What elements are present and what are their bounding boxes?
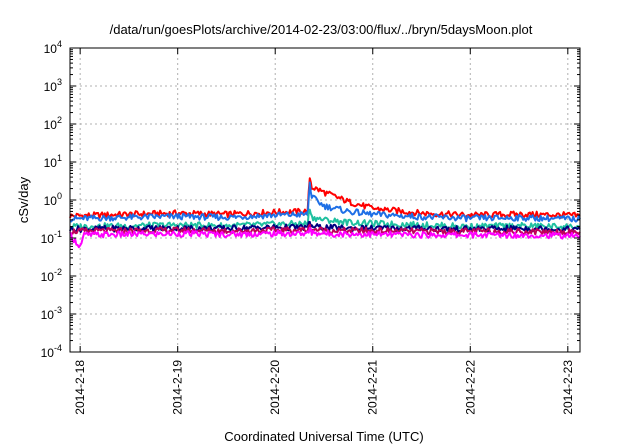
y-tick-base: 10 <box>41 232 55 246</box>
y-tick-exponent: 0 <box>57 191 62 201</box>
y-tick-exponent: 2 <box>57 115 62 125</box>
y-tick-exponent: -4 <box>54 343 62 353</box>
y-tick-exponent: -3 <box>54 305 62 315</box>
y-tick-base: 10 <box>41 346 55 360</box>
y-tick-base: 10 <box>44 118 58 132</box>
y-tick-base: 10 <box>41 270 55 284</box>
series-line <box>69 208 581 231</box>
series-line <box>69 220 581 234</box>
y-tick-label: 10-1 <box>41 229 62 246</box>
y-tick-label: 101 <box>44 153 62 170</box>
y-tick-base: 10 <box>44 80 58 94</box>
y-tick-label: 10-3 <box>41 305 62 322</box>
x-tick-label: 2014-2-20 <box>268 360 282 415</box>
x-tick-label: 2014-2-21 <box>366 360 380 415</box>
grid <box>70 48 580 352</box>
y-tick-exponent: 1 <box>57 153 62 163</box>
ticks: 10-410-310-210-11001011021031042014-2-18… <box>41 39 580 415</box>
y-tick-base: 10 <box>41 308 55 322</box>
y-tick-label: 102 <box>44 115 62 132</box>
y-tick-label: 100 <box>44 191 62 208</box>
chart-title: /data/run/goesPlots/archive/2014-02-23/0… <box>110 22 533 37</box>
x-tick-label: 2014-2-23 <box>561 360 575 415</box>
x-axis-label: Coordinated Universal Time (UTC) <box>224 429 423 444</box>
series-layer <box>69 177 581 249</box>
y-tick-base: 10 <box>44 156 58 170</box>
y-tick-label: 103 <box>44 77 62 94</box>
y-tick-label: 10-4 <box>41 343 62 360</box>
y-tick-label: 104 <box>44 39 62 56</box>
x-tick-label: 2014-2-18 <box>73 360 87 415</box>
y-tick-exponent: 4 <box>57 39 62 49</box>
series-line <box>69 181 581 223</box>
y-axis-label: cSv/day <box>16 176 31 223</box>
series-line <box>69 177 581 220</box>
y-tick-label: 10-2 <box>41 267 62 284</box>
y-tick-exponent: -1 <box>54 229 62 239</box>
x-tick-label: 2014-2-22 <box>463 360 477 415</box>
series-line <box>69 226 581 249</box>
y-tick-exponent: -2 <box>54 267 62 277</box>
x-tick-label: 2014-2-19 <box>171 360 185 415</box>
y-tick-exponent: 3 <box>57 77 62 87</box>
y-tick-base: 10 <box>44 194 58 208</box>
y-tick-base: 10 <box>44 42 58 56</box>
